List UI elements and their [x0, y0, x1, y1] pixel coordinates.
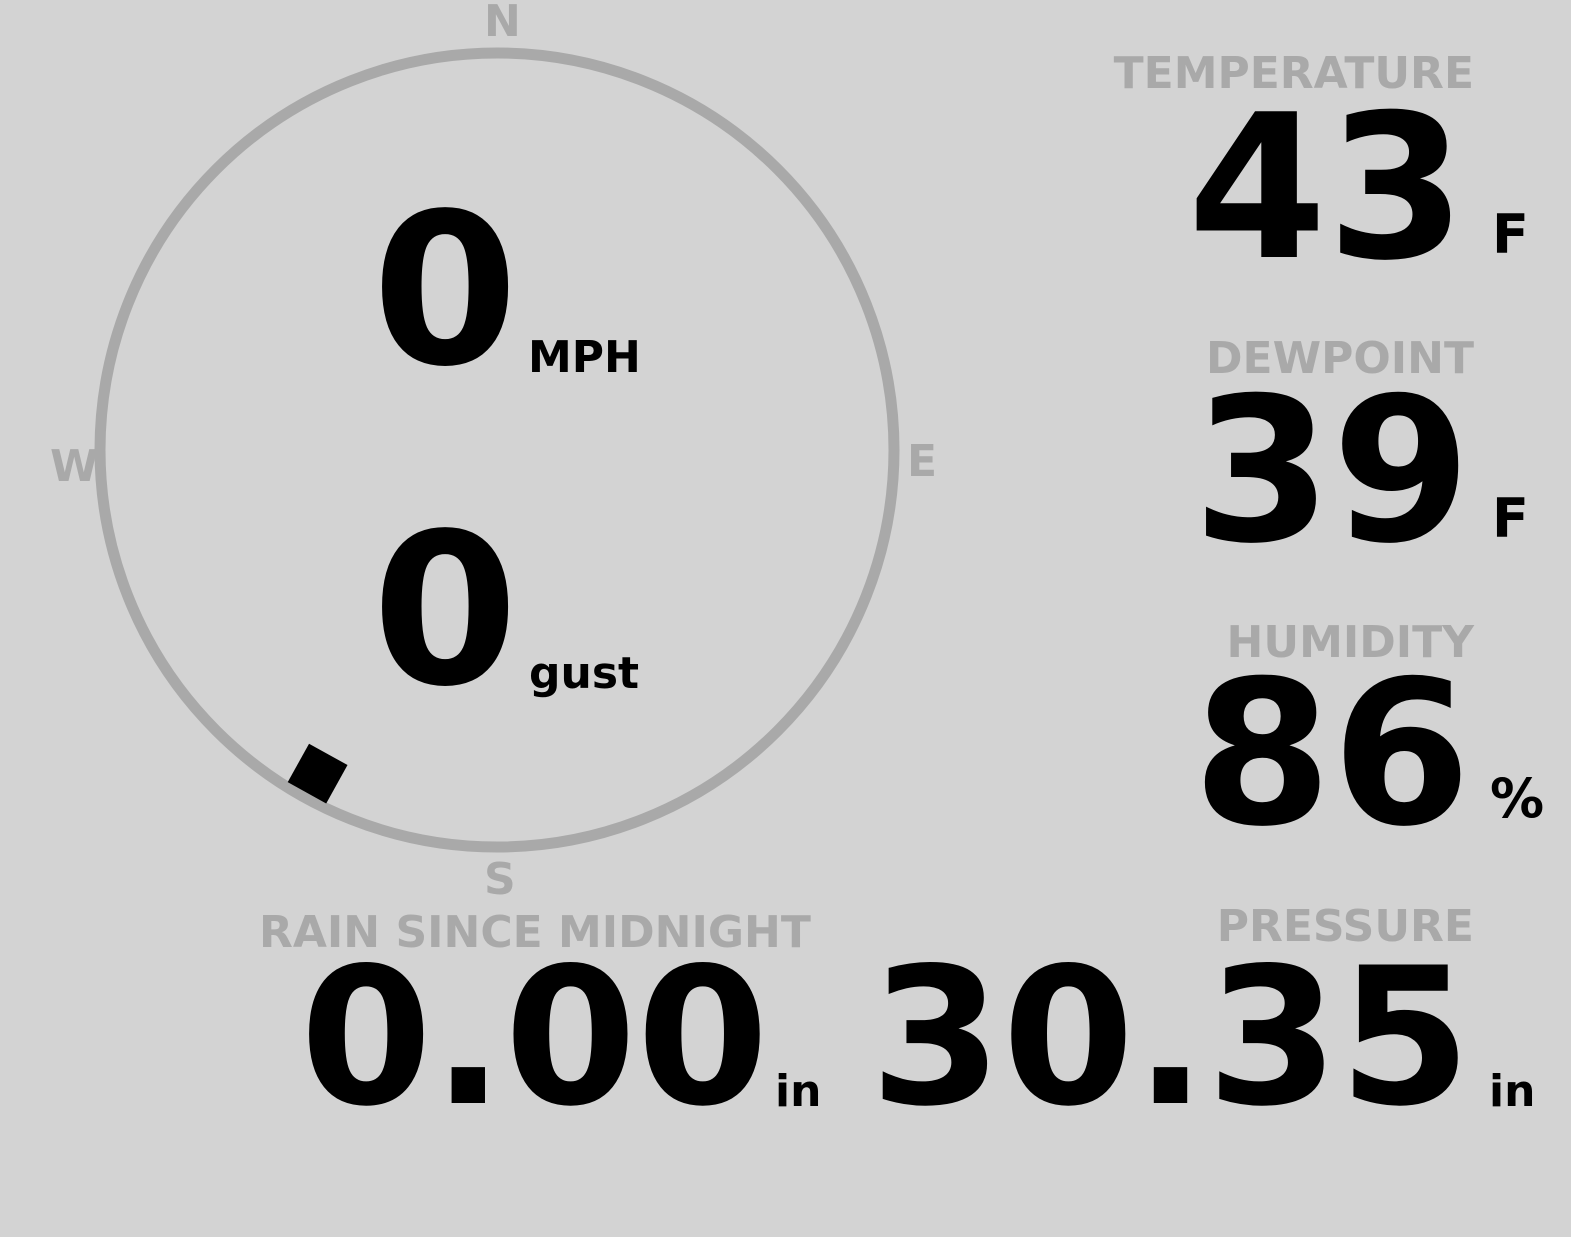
wind-gust-value: 0: [372, 488, 519, 733]
pressure-value: 30.35: [870, 927, 1471, 1148]
rain-label: RAIN SINCE MIDNIGHT: [259, 907, 811, 958]
temperature-label: TEMPERATURE: [1113, 48, 1474, 99]
temperature-unit: F: [1492, 203, 1529, 266]
wind-speed-value: 0: [372, 168, 519, 413]
compass-south: S: [484, 854, 516, 905]
wind-speed-unit: MPH: [528, 332, 641, 383]
compass-ring: [94, 47, 900, 853]
wind-direction-marker: [287, 743, 348, 804]
wind-gust-unit: gust: [529, 648, 640, 699]
compass-west: W: [50, 441, 99, 492]
pressure-unit: in: [1489, 1066, 1536, 1117]
pressure-label: PRESSURE: [1216, 901, 1474, 952]
temperature-value: 43: [1187, 72, 1466, 305]
dewpoint-unit: F: [1492, 487, 1529, 550]
humidity-label: HUMIDITY: [1226, 617, 1474, 668]
compass-north: N: [484, 0, 521, 47]
rain-value: 0.00: [300, 927, 769, 1148]
rain-unit: in: [775, 1066, 822, 1117]
dewpoint-label: DEWPOINT: [1206, 333, 1474, 384]
dewpoint-value: 39: [1192, 355, 1471, 588]
humidity-unit: %: [1490, 767, 1545, 830]
humidity-value: 86: [1192, 638, 1471, 871]
compass-east: E: [907, 436, 938, 487]
